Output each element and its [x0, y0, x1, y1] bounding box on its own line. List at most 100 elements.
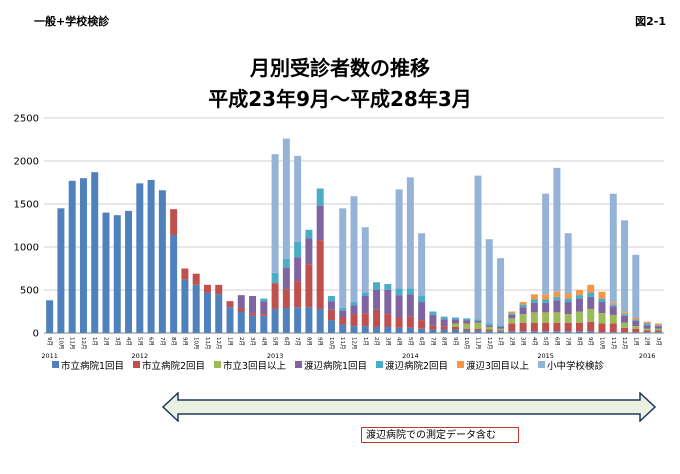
bar-segment: [564, 322, 572, 332]
legend-swatch: [52, 361, 59, 368]
chart-subtitle: 平成23年9月〜平成28年3月: [208, 87, 472, 111]
bar-segment: [519, 304, 527, 308]
bar-segment: [451, 329, 459, 333]
x-tick-label: 7月: [159, 337, 166, 346]
bar-segment: [485, 326, 493, 330]
bar-segment: [553, 167, 561, 292]
bar-segment: [654, 326, 662, 329]
x-tick-label: 12月: [80, 337, 87, 350]
bar-segment: [564, 233, 572, 294]
x-tick-label: 3月: [655, 337, 662, 346]
bar-segment: [632, 254, 640, 318]
bar-segment: [575, 298, 583, 312]
bar-segment: [609, 302, 617, 305]
bar-segment: [305, 238, 313, 265]
bar-segment: [598, 313, 606, 324]
bar-segment: [463, 323, 471, 329]
bar-segment: [542, 312, 550, 323]
bar-segment: [463, 330, 471, 333]
bar-segment: [294, 241, 302, 258]
bar-segment: [519, 322, 527, 332]
y-tick-label: 500: [20, 286, 39, 297]
bar-segment: [384, 290, 392, 315]
bar-segment: [621, 332, 629, 333]
bar-segment: [294, 155, 302, 242]
legend-swatch: [214, 361, 221, 368]
bar-segment: [102, 212, 110, 333]
bar-segment: [226, 301, 234, 308]
bar-segment: [203, 284, 211, 293]
bar-segment: [271, 154, 279, 273]
year-label: 2016: [639, 352, 656, 360]
x-tick-label: 10月: [463, 337, 470, 350]
bar-segment: [395, 295, 403, 318]
bar-segment: [136, 183, 144, 333]
x-tick-label: 9月: [317, 337, 324, 346]
bar-segment: [373, 282, 381, 290]
bar-segment: [305, 307, 313, 333]
x-tick-label: 12月: [215, 337, 222, 350]
legend-swatch: [457, 361, 464, 368]
bar-segment: [564, 293, 572, 299]
bar-segment: [542, 322, 550, 332]
bar-segment: [46, 300, 54, 333]
bar-segment: [125, 210, 133, 333]
bar-segment: [339, 310, 347, 318]
bar-segment: [361, 326, 369, 333]
x-tick-label: 10月: [599, 337, 606, 350]
bar-segment: [282, 259, 290, 268]
bar-segment: [192, 273, 200, 285]
bar-segment: [632, 332, 640, 333]
bar-segment: [587, 292, 595, 297]
y-tick-label: 1000: [14, 243, 39, 254]
bar-segment: [147, 179, 155, 333]
bar-segment: [632, 320, 640, 327]
x-tick-label: 12月: [351, 337, 358, 350]
bar-segment: [654, 330, 662, 333]
bar-segment: [339, 324, 347, 333]
bar-segment: [485, 323, 493, 326]
bar-segment: [237, 308, 245, 312]
x-tick-label: 7月: [294, 337, 301, 346]
bar-segment: [384, 326, 392, 333]
bar-segment: [519, 302, 527, 305]
bar-segment: [113, 215, 121, 333]
bar-segment: [553, 322, 561, 332]
bar-segment: [79, 178, 87, 333]
bar-segment: [451, 323, 459, 327]
bar-segment: [57, 208, 65, 333]
bar-segment: [530, 331, 538, 333]
bar-segment: [508, 314, 516, 319]
legend-swatch: [376, 361, 383, 368]
bar-segment: [553, 300, 561, 313]
x-tick-label: 2月: [508, 337, 515, 346]
bar-segment: [519, 307, 527, 315]
x-tick-label: 4月: [396, 337, 403, 346]
y-tick-label: 2000: [14, 157, 39, 168]
bar-segment: [508, 331, 516, 333]
bar-segment: [530, 322, 538, 332]
x-tick-label: 9月: [587, 337, 594, 346]
bar-segment: [440, 326, 448, 330]
bar-segment: [463, 320, 471, 324]
x-tick-label: 2月: [103, 337, 110, 346]
bar-segment: [429, 325, 437, 330]
bar-segment: [192, 284, 200, 333]
bar-segment: [271, 308, 279, 333]
bar-segment: [294, 307, 302, 333]
bar-segment: [587, 308, 595, 322]
bar-segment: [530, 299, 538, 303]
bar-segment: [429, 314, 437, 326]
bar-segment: [181, 268, 189, 280]
year-label: 2011: [41, 352, 58, 360]
bar-segment: [294, 257, 302, 282]
x-tick-label: 8月: [170, 337, 177, 346]
x-tick-label: 10月: [328, 337, 335, 350]
bar-segment: [395, 189, 403, 289]
bar-segment: [508, 323, 516, 332]
bar-segment: [485, 329, 493, 332]
bar-segment: [361, 313, 369, 327]
bar-segment: [474, 330, 482, 333]
bar-segment: [406, 327, 414, 333]
bar-segment: [530, 302, 538, 313]
